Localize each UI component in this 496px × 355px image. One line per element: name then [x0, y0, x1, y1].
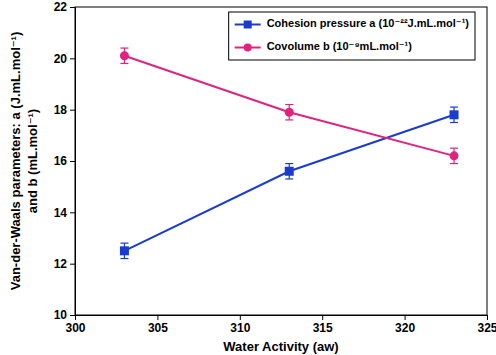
- error-bar: [285, 164, 293, 179]
- error-bar-cap: [285, 119, 293, 120]
- y-tick-mark: [70, 212, 75, 213]
- y-axis-line: [70, 8, 76, 316]
- error-bar: [120, 243, 128, 258]
- y-tick-mark: [70, 264, 75, 265]
- x-tick-label: 300: [65, 321, 85, 335]
- error-bar-cap: [450, 122, 458, 123]
- x-tick-mark: [157, 315, 158, 320]
- plot-area: [120, 48, 459, 258]
- chart: 300 305 310 315 320 325 10 12 14 16 18 20 22 Water Ac…: [0, 0, 496, 355]
- legend-marker: [244, 21, 252, 29]
- y-tick-mark: [70, 315, 75, 316]
- series: [120, 48, 459, 164]
- y-tick-mark: [70, 161, 75, 162]
- legend-label: Cohesion pressure a (10⁻²²J.mL.mol⁻¹): [267, 17, 470, 29]
- y-tick: 20: [54, 52, 75, 66]
- point: [450, 110, 459, 119]
- error-bar-cap: [285, 163, 293, 164]
- error-bar: [285, 105, 293, 120]
- y-tick-mark: [70, 58, 75, 59]
- error-bar-cap: [450, 148, 458, 149]
- x-tick: 300: [65, 315, 85, 335]
- error-bar-cap: [450, 106, 458, 107]
- y-tick: 16: [54, 154, 75, 168]
- y-axis-title: and b (mL.mol⁻¹): [25, 109, 40, 213]
- y-tick-label: 10: [54, 308, 68, 322]
- y-tick-label: 14: [54, 206, 68, 220]
- y-tick: 10: [54, 308, 75, 322]
- x-tick: 320: [395, 315, 415, 335]
- legend-box: [229, 12, 475, 60]
- x-tick-label: 320: [395, 321, 415, 335]
- x-tick-mark: [322, 315, 323, 320]
- y-tick-label: 22: [54, 0, 68, 14]
- error-bar-cap: [120, 258, 128, 259]
- plot-frame: [75, 7, 487, 315]
- x-tick-mark: [487, 315, 488, 320]
- y-tick-label: 18: [54, 103, 68, 117]
- y-tick-label: 16: [54, 154, 68, 168]
- x-tick-label: 325: [477, 321, 496, 335]
- y-tick: 14: [54, 206, 75, 220]
- x-axis-line: [76, 316, 488, 321]
- y-tick-label: 20: [54, 52, 68, 66]
- series-line: [124, 56, 454, 156]
- point: [450, 151, 459, 160]
- x-tick-mark: [240, 315, 241, 320]
- y-axis-title: Van-der-Waals parameters: a (J.mL.mol⁻¹): [8, 32, 23, 291]
- x-tick-label: 315: [313, 321, 333, 335]
- series-line: [124, 115, 454, 251]
- error-bar-cap: [120, 243, 128, 244]
- error-bar: [450, 148, 458, 163]
- legend-marker: [244, 44, 252, 52]
- x-axis-title: Water Activity (aw): [223, 339, 338, 354]
- x-tick: 325: [477, 315, 496, 335]
- x-axis: 300 305 310 315 320 325: [65, 315, 496, 335]
- point: [120, 51, 129, 60]
- error-bar-cap: [285, 104, 293, 105]
- error-bar-cap: [120, 47, 128, 48]
- y-tick-mark: [70, 7, 75, 8]
- point: [120, 246, 129, 255]
- y-tick: 12: [54, 257, 75, 271]
- error-bar: [450, 107, 458, 122]
- x-tick: 315: [313, 315, 333, 335]
- error-bar-cap: [120, 63, 128, 64]
- error-bar-cap: [450, 163, 458, 164]
- series: [120, 107, 459, 258]
- y-tick: 18: [54, 103, 75, 117]
- x-tick-mark: [405, 315, 406, 320]
- error-bar-cap: [285, 178, 293, 179]
- x-tick: 310: [230, 315, 250, 335]
- point: [285, 167, 294, 176]
- legend-label: Covolume b (10⁻⁹mL.mol⁻¹): [267, 40, 413, 52]
- y-tick-mark: [70, 110, 75, 111]
- point: [285, 108, 294, 117]
- x-tick-label: 310: [230, 321, 250, 335]
- x-tick-label: 305: [148, 321, 168, 335]
- error-bar: [120, 48, 128, 63]
- legend: Cohesion pressure a (10⁻²²J.mL.mol⁻¹) Cov…: [229, 12, 475, 60]
- x-tick: 305: [148, 315, 168, 335]
- y-tick: 22: [54, 0, 75, 14]
- y-tick-label: 12: [54, 257, 68, 271]
- y-axis: 10 12 14 16 18 20 22: [54, 0, 76, 322]
